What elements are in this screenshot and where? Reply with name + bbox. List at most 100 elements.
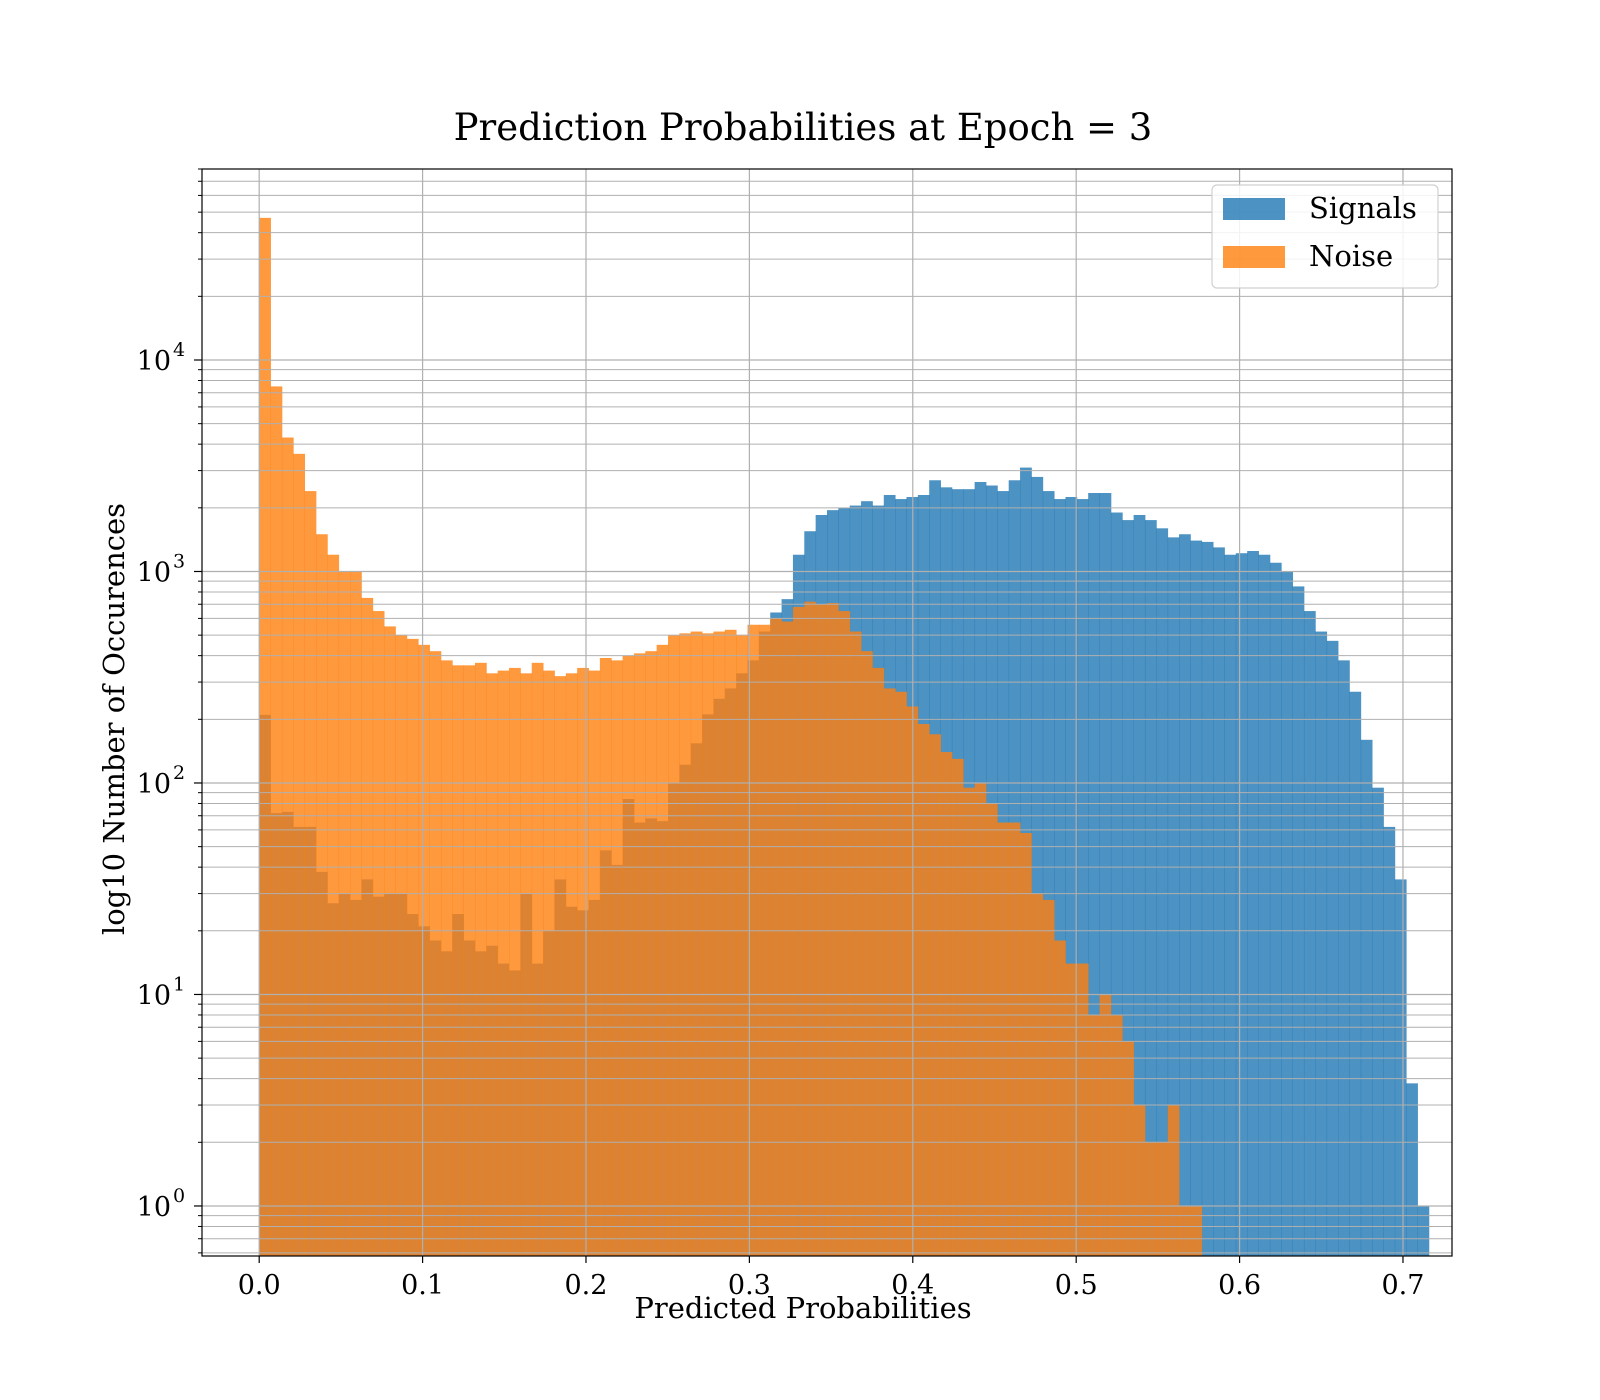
bar [531,662,544,1256]
bar [293,453,306,1257]
bar [599,657,612,1256]
x-axis-label: Predicted Probabilities [634,1291,971,1325]
grid [202,168,1452,1256]
bar [1144,1142,1157,1256]
bar [895,691,907,1256]
bar [622,655,635,1256]
y-tick-label: 10 [137,557,171,588]
y-tick-label: 10 [137,1192,171,1223]
bar [951,758,964,1256]
bar [1088,1014,1100,1256]
bar [259,217,271,1257]
y-tick-label: 10 [137,346,171,377]
bar [656,644,669,1256]
bar [463,665,476,1256]
bar [1133,1105,1146,1256]
bar [668,635,680,1256]
bar [1054,940,1066,1256]
bar [781,621,794,1256]
bar [1247,550,1259,1256]
bar [736,635,748,1256]
bar [1213,547,1225,1256]
bar [815,604,828,1256]
bar [315,534,328,1256]
bar [543,670,555,1256]
bar [827,602,839,1256]
bar [1167,1105,1180,1256]
bar [1292,586,1305,1256]
x-tick-label: 0.5 [1055,1270,1098,1301]
bar [418,644,430,1256]
series-noise [259,217,1203,1257]
bar [565,673,578,1256]
bar [872,667,885,1256]
bar [1122,520,1135,1256]
chart-title: Prediction Probabilities at Epoch = 3 [454,106,1153,149]
bar [690,631,703,1256]
legend-swatch-signals [1223,198,1285,220]
bar [1190,1205,1203,1256]
x-tick-label: 0.4 [891,1270,934,1301]
bar [338,571,351,1256]
bar [792,606,805,1256]
y-tick-exponent: 2 [173,762,185,784]
y-tick-exponent: 3 [173,550,185,572]
bar [429,651,442,1256]
bar [1099,493,1112,1256]
bar [1258,554,1271,1256]
bar [1417,1205,1430,1256]
bar [1099,994,1112,1256]
bar [1326,640,1339,1256]
bar [440,660,453,1256]
bar [372,611,385,1256]
x-axis-ticks: 0.0 0.1 0.2 0.3 0.4 0.5 0.6 0.7 [238,1256,1424,1301]
legend-swatch-noise [1223,246,1285,268]
bar [1315,631,1328,1256]
bar [406,638,419,1256]
bar [1054,499,1066,1256]
bar [1008,822,1021,1256]
bar [1303,611,1316,1256]
y-tick-exponent: 1 [173,973,185,995]
bar [1122,1041,1135,1256]
bar [1281,571,1294,1256]
bar [611,660,623,1256]
bar [997,822,1010,1256]
bar [974,782,987,1256]
bar [633,653,646,1256]
bar [270,386,283,1256]
axes-frame [201,168,1453,1257]
bar [1065,963,1078,1256]
bar [361,597,374,1256]
bar [804,601,817,1256]
x-tick-label: 0.1 [401,1270,444,1301]
bar [1179,534,1191,1256]
bar [304,491,317,1257]
bar [1269,562,1282,1256]
bar [679,633,692,1256]
bar [724,629,737,1256]
legend-label-signals: Signals [1309,191,1417,225]
bar [1076,499,1089,1256]
bar [1372,787,1384,1256]
bar [1042,899,1055,1256]
bar [1088,493,1100,1256]
y-axis-label: log10 Number of Occurences [97,503,131,935]
legend-label-noise: Noise [1309,239,1393,273]
bar [1076,963,1089,1256]
bar [1020,833,1032,1256]
bar [713,631,726,1256]
x-tick-label: 0.6 [1218,1270,1261,1301]
bar [1031,476,1044,1256]
bar [747,624,760,1256]
bar [554,676,567,1256]
bar [1224,554,1237,1256]
bar [1156,528,1169,1256]
bar [577,667,589,1256]
y-tick-label: 10 [137,769,171,800]
bar [474,662,487,1256]
bar [1201,541,1214,1256]
bar [849,631,862,1256]
